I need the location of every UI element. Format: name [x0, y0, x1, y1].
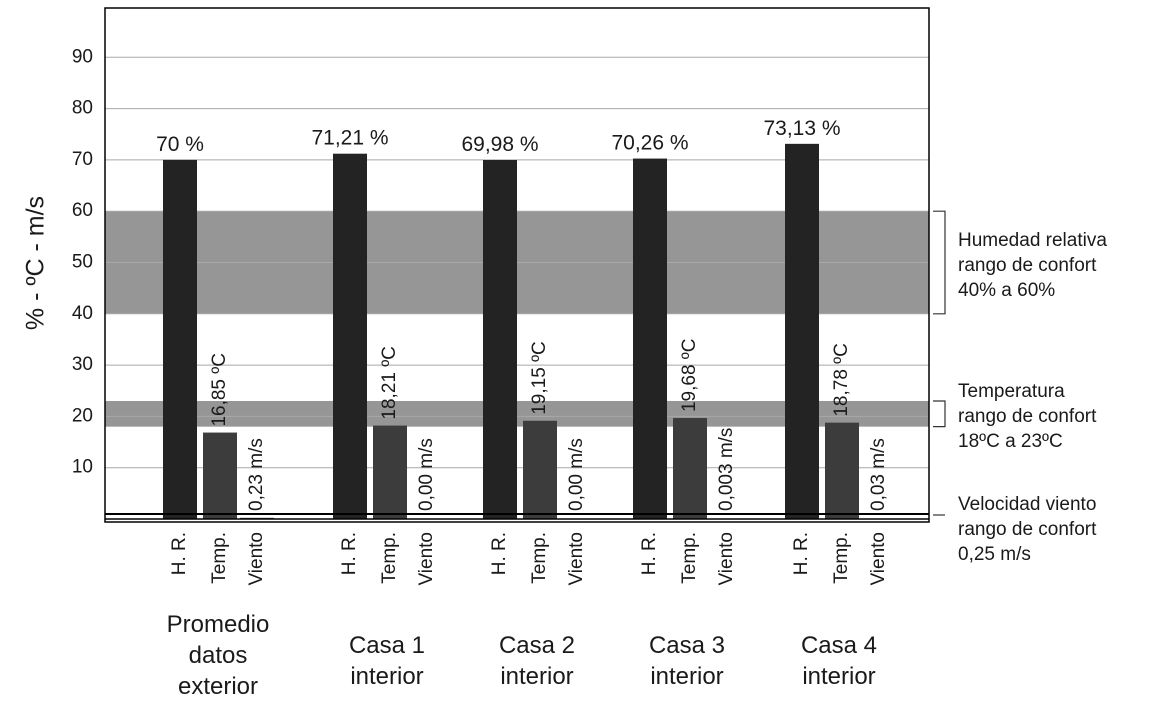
x-tick-label: H. R. [791, 532, 812, 575]
bar-temp [523, 420, 557, 519]
y-tick-label: 50 [72, 252, 93, 273]
bar-value-label: 19,15 ºC [529, 341, 550, 415]
group-label: interior [350, 663, 423, 690]
group-label: Casa 1 [349, 632, 425, 659]
y-tick-label: 80 [72, 98, 93, 119]
comfort-legend-text: Velocidad viento [958, 494, 1096, 515]
y-tick-label: 60 [72, 200, 93, 221]
group-label: datos [189, 642, 248, 669]
y-tick-label: 90 [72, 46, 93, 67]
x-tick-label: Temp. [379, 532, 400, 584]
bar-value-label: 69,98 % [461, 133, 538, 156]
bar-value-label: 18,78 ºC [831, 343, 852, 417]
bar-value-label: 0,23 m/s [246, 438, 267, 511]
bar-value-label: 16,85 ºC [209, 353, 230, 427]
x-tick-label: Temp. [679, 532, 700, 584]
comfort-legend-text: Humedad relativa [958, 230, 1107, 251]
x-tick-label: Temp. [529, 532, 550, 584]
y-tick-label: 10 [72, 457, 93, 478]
group-label: exterior [178, 673, 258, 700]
bar-hr [633, 158, 667, 519]
bar-value-label: 19,68 ºC [679, 339, 700, 413]
y-tick-label: 40 [72, 303, 93, 324]
humidity-bracket [933, 210, 946, 315]
y-axis-title: % - ºC - m/s [22, 196, 50, 330]
comfort-legend-text: 0,25 m/s [958, 544, 1031, 565]
x-tick-label: H. R. [639, 532, 660, 575]
y-tick-label: 70 [72, 149, 93, 170]
bar-temp [373, 425, 407, 519]
bar-value-label: 73,13 % [763, 117, 840, 140]
comfort-legend-text: 18ºC a 23ºC [958, 431, 1063, 452]
bar-hr [333, 153, 367, 520]
y-tick-label: 20 [72, 405, 93, 426]
group-label: interior [802, 663, 875, 690]
comfort-legend-text: 40% a 60% [958, 280, 1055, 301]
bar-value-label: 70,26 % [611, 132, 688, 155]
bar-temp [825, 422, 859, 519]
x-tick-label: Viento [868, 532, 889, 586]
bar-value-label: 70 % [156, 133, 204, 156]
comfort-legend-text: rango de confort [958, 255, 1097, 276]
group-label: interior [500, 663, 573, 690]
bar-temp [203, 432, 237, 519]
bar-value-label: 0,00 m/s [416, 438, 437, 511]
comfort-legend-text: rango de confort [958, 406, 1097, 427]
bar-hr [163, 159, 197, 519]
comfort-legend-text: Temperatura [958, 381, 1065, 402]
bar-temp [673, 418, 707, 519]
labels: 10 20 30 40 50 60 70 80 90 70 % 16,85 ºC 0,23 m/s H.… [72, 46, 1107, 700]
x-tick-label: Temp. [209, 532, 230, 584]
bar-hr [483, 160, 517, 519]
bar-value-label: 0,03 m/s [868, 438, 889, 511]
group-label: Casa 3 [649, 632, 725, 659]
group-label: Casa 4 [801, 632, 877, 659]
bar-value-label: 0,00 m/s [566, 438, 587, 511]
plot-border [104, 7, 930, 523]
x-tick-label: Viento [716, 532, 737, 586]
plot-frame [104, 7, 946, 523]
x-tick-label: Viento [566, 532, 587, 586]
group-label: Promedio [167, 611, 270, 638]
bars [163, 143, 896, 520]
group-label: Casa 2 [499, 632, 575, 659]
x-tick-label: H. R. [169, 532, 190, 575]
x-tick-label: Viento [416, 532, 437, 586]
y-tick-label: 30 [72, 354, 93, 375]
bar-value-label: 18,21 ºC [379, 346, 400, 420]
bar-hr [785, 143, 819, 520]
x-tick-label: H. R. [339, 532, 360, 575]
x-tick-label: Temp. [831, 532, 852, 584]
group-label: interior [650, 663, 723, 690]
bar-value-label: 71,21 % [311, 127, 388, 150]
x-tick-label: Viento [246, 532, 267, 586]
bar-value-label: 0,003 m/s [716, 428, 737, 511]
x-tick-label: H. R. [489, 532, 510, 575]
temperature-bracket [933, 400, 946, 428]
comfort-legend-text: rango de confort [958, 519, 1097, 540]
